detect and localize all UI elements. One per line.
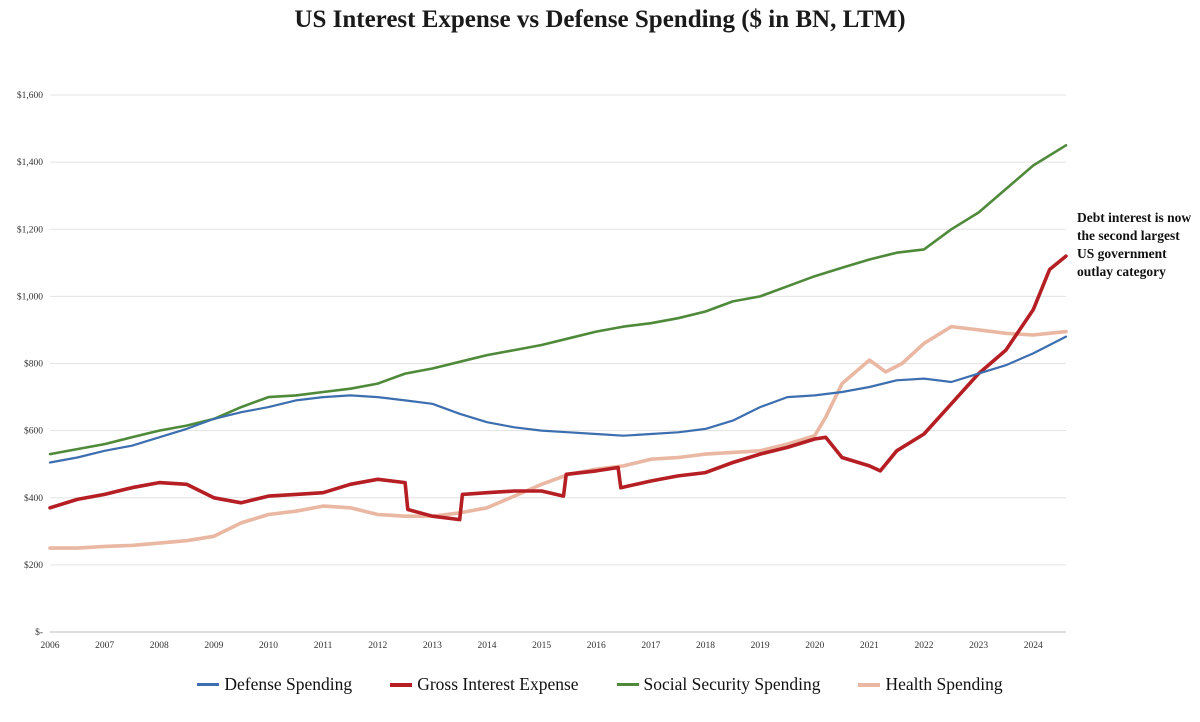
x-tick-label: 2019 — [751, 641, 770, 651]
series-line-social-security-spending — [48, 144, 1068, 456]
legend-label-interest: Gross Interest Expense — [417, 674, 579, 694]
chart-annotation: Debt interest is now the second largest … — [1077, 210, 1192, 279]
legend-swatch-social-security — [616, 683, 639, 686]
legend-item-defense: Defense Spending — [197, 674, 352, 695]
legend-item-health: Health Spending — [858, 674, 1003, 695]
legend-swatch-interest — [390, 682, 413, 687]
chart-title: US Interest Expense vs Defense Spending … — [294, 6, 906, 33]
x-tick-label: 2008 — [150, 641, 169, 651]
legend-label-health: Health Spending — [885, 674, 1003, 694]
x-tick-label: 2012 — [368, 641, 387, 651]
x-tick-label: 2022 — [914, 641, 933, 651]
y-tick-label: $600 — [24, 426, 43, 437]
x-tick-label: 2007 — [95, 641, 114, 651]
x-tick-label: 2015 — [532, 641, 551, 651]
legend-item-interest: Gross Interest Expense — [390, 674, 579, 695]
y-tick-label: $1,600 — [17, 90, 43, 101]
legend-label-defense: Defense Spending — [224, 674, 353, 694]
legend-label-social-security: Social Security Spending — [643, 674, 821, 694]
x-tick-label: 2023 — [969, 641, 988, 651]
x-tick-label: 2006 — [41, 641, 60, 651]
y-axis-ticks: $- $200 $400 $600 $800 $1,000 $1,200 $1,400 $1,6… — [17, 90, 43, 638]
x-tick-label: 2016 — [587, 641, 606, 651]
series-line-defense-spending — [48, 335, 1068, 464]
series-lines — [48, 144, 1068, 550]
legend: Defense Spending Gross Interest Expense … — [0, 674, 1200, 695]
x-axis-ticks: 2006 2007 2008 2009 2010 2011 2012 2013 2014 2015… — [41, 641, 1043, 651]
legend-item-social-security: Social Security Spending — [616, 674, 821, 695]
series-line-gross-interest-expense — [48, 254, 1068, 522]
y-tick-label: $1,200 — [17, 224, 43, 235]
legend-swatch-health — [858, 682, 881, 687]
series-line-health-spending — [48, 324, 1068, 550]
x-tick-label: 2009 — [204, 641, 223, 651]
x-tick-label: 2017 — [641, 641, 660, 651]
y-tick-label: $1,400 — [17, 157, 43, 168]
x-tick-label: 2011 — [314, 641, 333, 651]
x-tick-label: 2014 — [477, 641, 496, 651]
x-tick-label: 2018 — [696, 641, 715, 651]
x-tick-label: 2010 — [259, 641, 278, 651]
x-tick-label: 2020 — [805, 641, 824, 651]
legend-swatch-defense — [197, 683, 220, 686]
x-tick-label: 2013 — [423, 641, 442, 651]
gridlines — [50, 94, 1066, 633]
y-tick-label: $800 — [24, 359, 43, 370]
y-tick-label: $1,000 — [17, 291, 43, 302]
x-tick-label: 2024 — [1024, 641, 1043, 651]
y-tick-label: $400 — [24, 493, 43, 504]
y-tick-label: $200 — [24, 560, 43, 571]
x-tick-label: 2021 — [860, 641, 879, 651]
y-tick-label: $- — [35, 627, 43, 638]
